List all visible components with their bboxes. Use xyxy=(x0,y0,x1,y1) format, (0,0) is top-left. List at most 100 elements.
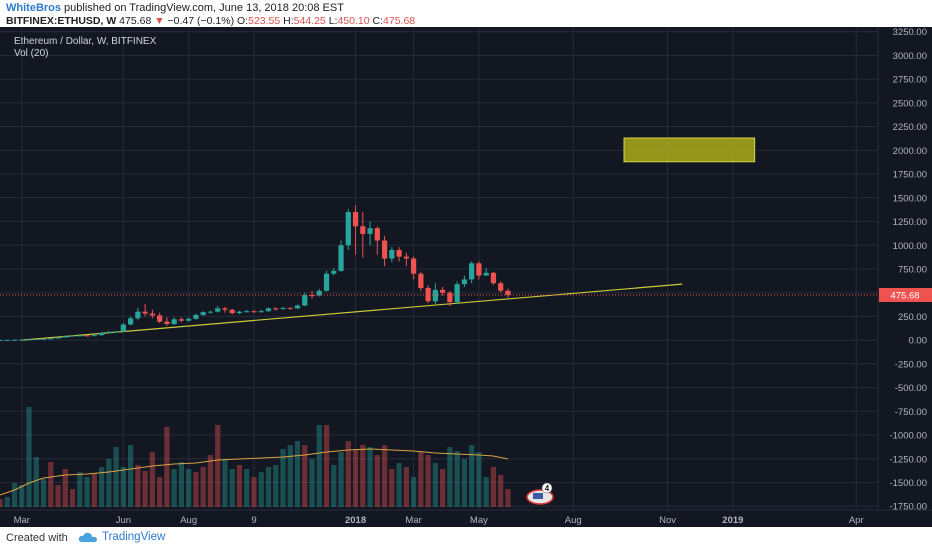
time-tick-label: Aug xyxy=(565,515,582,526)
volume-bar xyxy=(55,485,61,507)
volume-ma-path xyxy=(0,448,509,496)
candle-body xyxy=(215,308,221,312)
candle-body xyxy=(294,305,301,309)
candle-body xyxy=(135,311,141,319)
price-tick-label: 750.00 xyxy=(898,264,927,275)
price-chart[interactable]: 3250.00 3000.00 2750.00 2500.00 2250.00 2000.… xyxy=(0,27,932,527)
tradingview-brand[interactable]: TradingView xyxy=(78,531,165,543)
candle-body xyxy=(229,309,235,314)
candle-body xyxy=(367,228,373,234)
price-tick-label: 1250.00 xyxy=(893,217,927,228)
created-with-text: Created with xyxy=(6,532,68,544)
candle-body xyxy=(26,339,32,341)
volume-bar xyxy=(142,471,148,507)
candle-body xyxy=(352,212,359,227)
symbol-ohlc-line: BITFINEX:ETHUSD, W 475.68 ▼ −0.47 (−0.1%… xyxy=(6,15,415,27)
volume-bar xyxy=(222,459,228,507)
volume-bar xyxy=(454,451,460,507)
price-tick-label: 3000.00 xyxy=(893,51,927,62)
candle-body xyxy=(55,337,61,339)
event-count: 4 xyxy=(545,484,550,493)
volume-bar xyxy=(469,445,475,507)
price-tick-label: 2000.00 xyxy=(893,146,927,157)
volume-bar xyxy=(113,447,119,507)
candle-body xyxy=(302,295,308,306)
volume-bar xyxy=(490,467,497,507)
candle-body xyxy=(396,249,402,257)
volume-bar xyxy=(149,452,155,507)
candle-body xyxy=(200,312,206,315)
last-price: 475.68 xyxy=(119,15,152,27)
candle-body xyxy=(323,273,330,291)
candle-body xyxy=(98,333,105,336)
candle-body xyxy=(273,308,279,310)
volume-bar xyxy=(19,485,25,507)
candle-body xyxy=(193,314,199,319)
volume-bar xyxy=(98,467,105,507)
volume-bar xyxy=(120,467,126,507)
candle-body xyxy=(11,339,18,341)
candle-body xyxy=(178,319,185,321)
volume-bars xyxy=(0,407,511,507)
candle-body xyxy=(120,324,126,332)
event-badge[interactable]: 4 xyxy=(526,482,554,505)
volume-bar xyxy=(374,455,380,507)
candle-body xyxy=(251,311,257,313)
candle-body xyxy=(33,339,39,341)
volume-bar xyxy=(505,489,511,507)
target-zone xyxy=(623,137,756,163)
volume-bar xyxy=(258,472,264,507)
candle-body xyxy=(345,212,351,246)
candle-body xyxy=(244,311,250,313)
candle-body xyxy=(410,258,417,274)
candle-body xyxy=(69,335,76,337)
volume-bar xyxy=(215,425,221,507)
candle-body xyxy=(374,228,380,241)
volume-bar xyxy=(40,479,47,507)
candle-body xyxy=(265,308,272,312)
volume-bar xyxy=(186,469,192,507)
candle-body xyxy=(476,263,482,276)
candle-body xyxy=(425,287,431,302)
time-tick-label: 2019 xyxy=(722,515,743,526)
time-tick-label: Mar xyxy=(405,515,421,526)
time-axis-panel[interactable] xyxy=(0,510,932,527)
high-label: H: xyxy=(283,15,294,27)
volume-bar xyxy=(11,483,18,507)
price-tick-label: -1500.00 xyxy=(889,478,927,489)
chart-background xyxy=(0,27,932,527)
author-link[interactable]: WhiteBros xyxy=(6,2,61,14)
volume-bar xyxy=(323,425,330,507)
time-tick-label: 9 xyxy=(251,515,256,526)
candle-body xyxy=(469,263,475,280)
time-tick-label: May xyxy=(470,515,488,526)
candle-body xyxy=(142,311,148,314)
price-tick-label: -1750.00 xyxy=(889,502,927,513)
price-axis-panel[interactable] xyxy=(878,27,932,527)
candle-body xyxy=(403,256,409,259)
price-tick-label: 0.00 xyxy=(909,336,928,347)
price-tick-label: 250.00 xyxy=(898,312,927,323)
candle-body xyxy=(0,340,3,342)
candle-body xyxy=(106,331,112,334)
trendline[interactable] xyxy=(21,283,683,341)
candle-body xyxy=(338,245,344,271)
time-axis[interactable]: Mar Jun Aug 9 2018 Mar May Aug Nov 2019 Apr xyxy=(14,515,864,526)
volume-bar xyxy=(4,497,10,507)
candle-body xyxy=(316,290,322,296)
candle-body xyxy=(280,307,286,309)
close-label: C: xyxy=(372,15,384,27)
last-price-label-text: 475.68 xyxy=(890,291,919,302)
candle-body xyxy=(149,313,155,316)
volume-bar xyxy=(69,489,76,507)
volume-bar xyxy=(251,477,257,507)
volume-bar xyxy=(345,441,351,507)
close-value: 475.68 xyxy=(383,15,416,27)
volume-bar xyxy=(418,452,424,507)
volume-bar xyxy=(280,449,286,507)
volume-bar xyxy=(84,477,90,507)
volume-bar xyxy=(316,425,322,507)
change-down-icon: ▼ xyxy=(154,15,165,27)
high-value: 544.25 xyxy=(293,15,326,27)
volume-bar xyxy=(157,477,163,507)
